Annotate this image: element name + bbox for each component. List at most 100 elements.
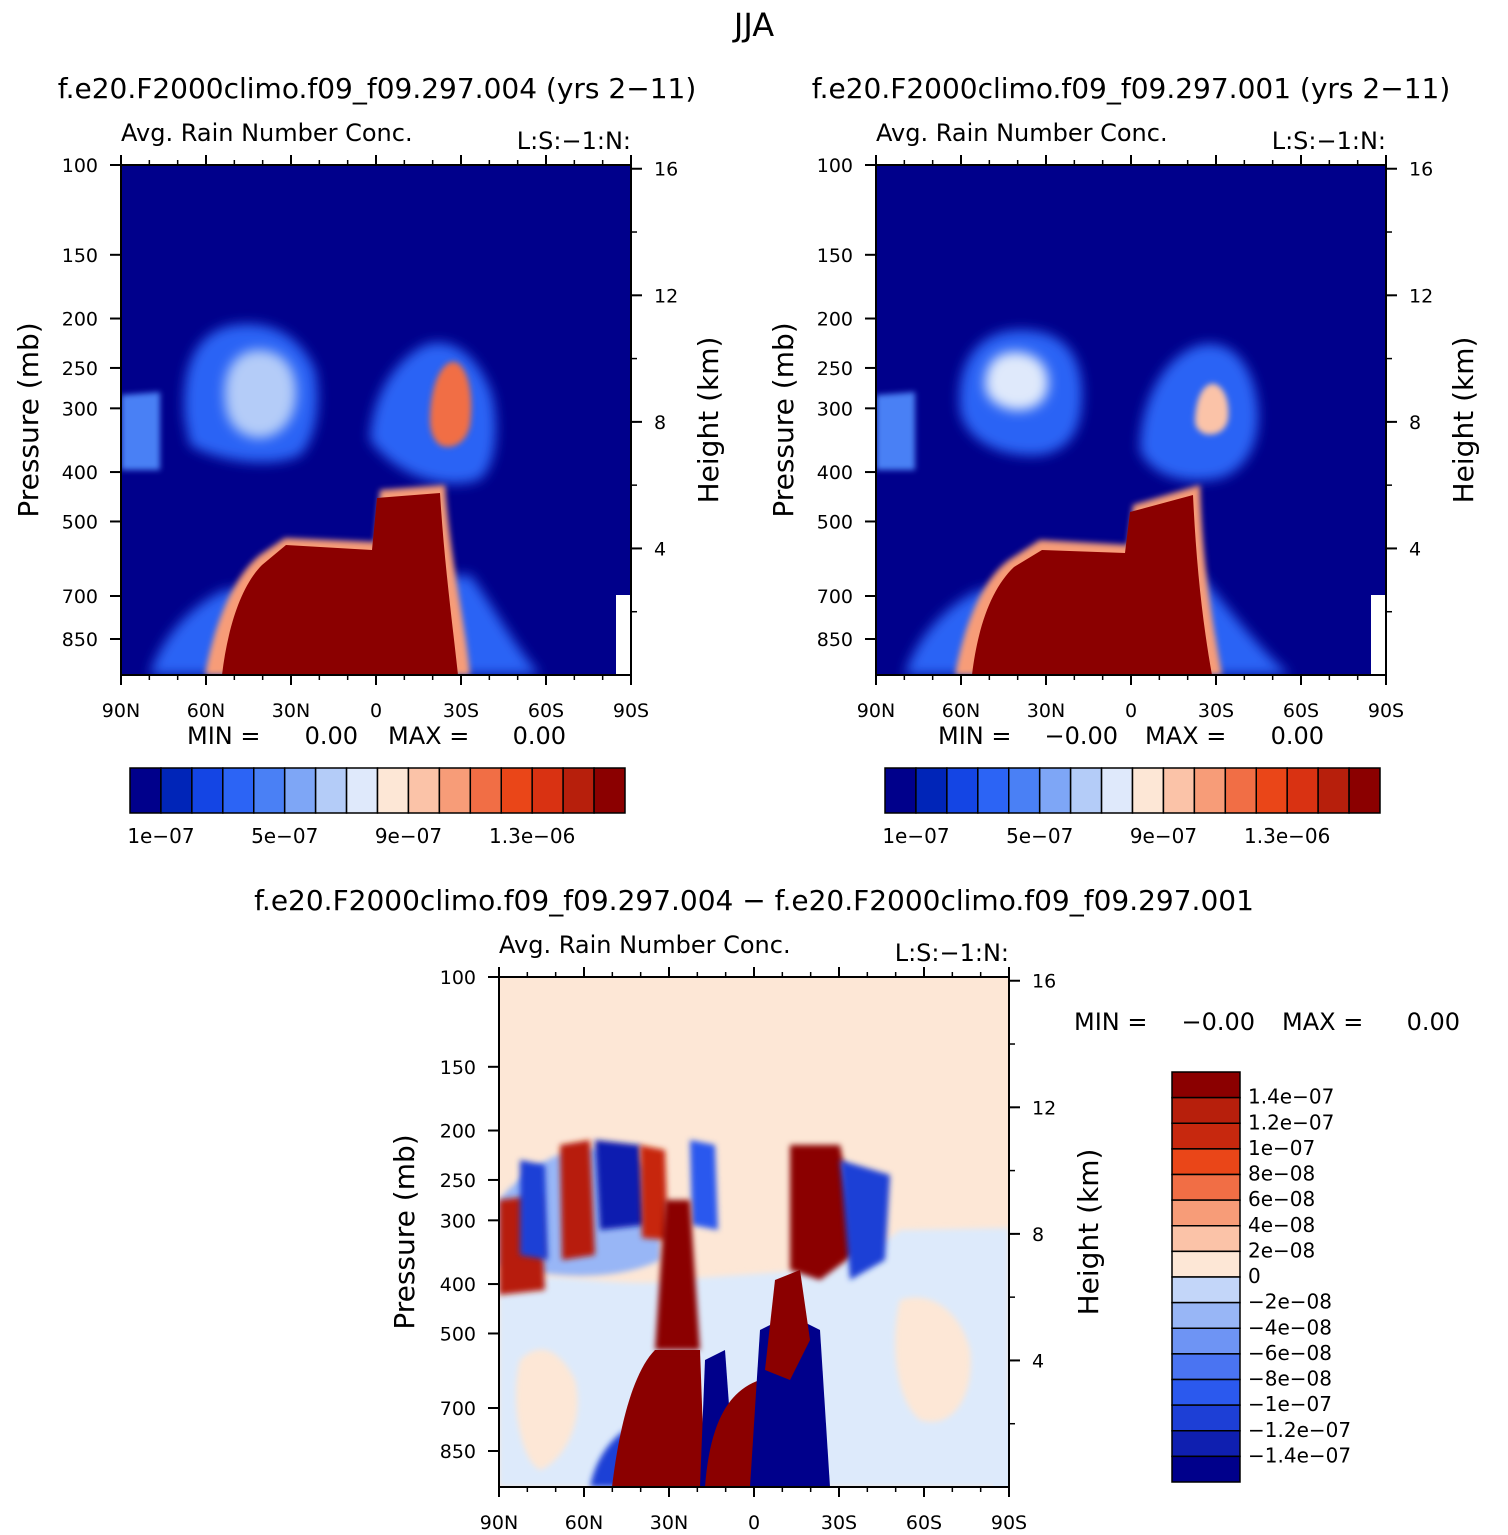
colorbar-box — [562, 767, 595, 814]
y-tick-label: 400 — [440, 1274, 476, 1296]
left-string: Avg. Rain Number Conc. — [876, 119, 1168, 147]
field-low-red-streak — [765, 1270, 810, 1380]
panel-title: f.e20.F2000climo.f09_f09.297.004 − f.e20… — [254, 884, 1254, 917]
y-tick-label: 850 — [817, 629, 853, 651]
figure-title: JJA — [732, 6, 774, 44]
axes: 90N 60N 30N 0 30S 60S 90S 100 150 200 250 300 400 500… — [817, 155, 1433, 722]
colorbar-box — [1171, 1455, 1241, 1483]
x-tick-label: 60S — [1283, 700, 1319, 722]
x-tick-label: 60N — [942, 700, 980, 722]
colorbar-label: −1e−07 — [1248, 1392, 1332, 1416]
colorbar-box — [1171, 1199, 1241, 1227]
max-label: MAX = — [1282, 1008, 1363, 1036]
panel-case-001: f.e20.F2000climo.f09_f09.297.001 (yrs 2−… — [767, 72, 1480, 848]
colorbar-box — [946, 767, 979, 814]
colorbar-box — [1171, 1327, 1241, 1355]
y-tick-label: 100 — [817, 155, 853, 177]
field-upper-blue-4 — [840, 1160, 890, 1280]
min-value: −0.00 — [1044, 722, 1118, 750]
x-tick-label: 30N — [650, 1512, 688, 1534]
colorbar-box — [1171, 1301, 1241, 1329]
axes: 90N 60N 30N 0 30S 60S 90S 100 150 200 250 300 400 500… — [440, 967, 1056, 1534]
colorbar-box — [1171, 1096, 1241, 1124]
colorbar-label: 1e−07 — [127, 824, 194, 848]
colorbar-label: 5e−07 — [251, 824, 318, 848]
min-label: MIN = — [1074, 1008, 1147, 1036]
colorbar-label: 0 — [1248, 1264, 1261, 1288]
max-value: 0.00 — [513, 722, 566, 750]
colorbar-box — [1171, 1353, 1241, 1381]
colorbar-box — [1100, 767, 1134, 814]
field-upper-blue-3 — [690, 1140, 718, 1230]
colorbar-box — [438, 767, 472, 814]
colorbar-box — [1171, 1430, 1241, 1458]
colorbar-label: 1.4e−07 — [1248, 1085, 1334, 1109]
colorbar-box — [1162, 767, 1196, 814]
y-tick-label: 300 — [817, 398, 853, 420]
y-tick-label: 200 — [817, 309, 853, 331]
colorbar-label: 8e−08 — [1248, 1162, 1315, 1186]
min-value: 0.00 — [305, 722, 358, 750]
panel-title: f.e20.F2000climo.f09_f09.297.004 (yrs 2−… — [58, 72, 697, 105]
min-label: MIN = — [938, 722, 1011, 750]
x-tick-label: 0 — [748, 1512, 760, 1534]
colorbar-box — [884, 767, 917, 814]
field-dome — [222, 493, 458, 675]
field-low-red-col — [655, 1200, 700, 1350]
y-tick-label: 150 — [440, 1057, 476, 1079]
y-right-tick-label: 8 — [654, 412, 666, 434]
colorbar-box — [1348, 767, 1381, 814]
colorbar-box — [1171, 1378, 1241, 1406]
field-low-red-a — [612, 1350, 705, 1487]
field-upper-blue-2 — [595, 1140, 645, 1230]
x-tick-label: 90N — [480, 1512, 518, 1534]
min-value: −0.00 — [1181, 1008, 1255, 1036]
colorbar-label: 6e−08 — [1248, 1187, 1315, 1211]
colorbar-label: −1.4e−07 — [1248, 1443, 1351, 1467]
colorbar-box — [1317, 767, 1350, 814]
x-tick-label: 60S — [906, 1512, 942, 1534]
x-tick-label: 30S — [443, 700, 479, 722]
colorbar-box — [191, 767, 224, 814]
colorbar-box — [1171, 1122, 1241, 1150]
colorbar-label: 2e−08 — [1248, 1238, 1315, 1262]
y-axis-right-label: Height (km) — [692, 337, 725, 504]
y-tick-label: 500 — [440, 1323, 476, 1345]
plot-field — [121, 165, 631, 675]
colorbar-box — [1171, 1225, 1241, 1253]
colorbar-box — [1171, 1173, 1241, 1201]
axes: 90N 60N 30N 0 30S 60S 90S 100 150 200 250 300 400 500… — [62, 155, 678, 722]
colorbar-box — [376, 767, 410, 814]
y-right-tick-label: 16 — [1409, 159, 1433, 181]
y-axis-right-label: Height (km) — [1447, 337, 1480, 504]
x-tick-label: 0 — [370, 700, 382, 722]
left-string: Avg. Rain Number Conc. — [499, 931, 791, 959]
colorbar-label: 9e−07 — [375, 824, 442, 848]
max-value: 0.00 — [1407, 1008, 1460, 1036]
y-tick-label: 250 — [62, 358, 98, 380]
panel-case-004: f.e20.F2000climo.f09_f09.297.004 (yrs 2−… — [12, 72, 725, 848]
y-right-tick-label: 12 — [1409, 285, 1433, 307]
colorbar-box — [1038, 767, 1072, 814]
x-tick-label: 60S — [528, 700, 564, 722]
y-tick-label: 150 — [817, 245, 853, 267]
field-upper-red-3 — [640, 1145, 668, 1240]
y-tick-label: 850 — [440, 1441, 476, 1463]
y-tick-label: 700 — [817, 586, 853, 608]
y-tick-label: 250 — [440, 1170, 476, 1192]
colorbar-box — [1171, 1250, 1241, 1278]
x-tick-label: 30N — [272, 700, 310, 722]
field-upper-red-2 — [560, 1140, 595, 1260]
y-right-tick-label: 4 — [654, 538, 666, 560]
panel-title: f.e20.F2000climo.f09_f09.297.001 (yrs 2−… — [812, 72, 1451, 105]
field-plume-sh-core — [430, 361, 472, 447]
max-label: MAX = — [388, 722, 469, 750]
colorbar-box — [500, 767, 533, 814]
colorbar-label: −8e−08 — [1248, 1367, 1332, 1391]
colorbar-box — [1193, 767, 1227, 814]
y-tick-label: 200 — [440, 1121, 476, 1143]
x-tick-label: 90N — [857, 700, 895, 722]
colorbar-box — [977, 767, 1010, 814]
colorbar-box — [160, 767, 193, 814]
